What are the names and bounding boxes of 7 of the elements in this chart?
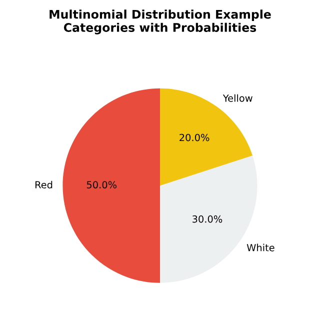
- data-label: 50.0%: [86, 181, 117, 188]
- chart-title: Multinomial Distribution Example Categories with Probabilities: [50, 10, 271, 34]
- data-label: 20.0%: [180, 134, 210, 142]
- data-label: 30.0%: [192, 215, 222, 223]
- slice-label: Red: [35, 180, 52, 188]
- slice-label: White: [246, 244, 274, 252]
- slice-label: Yellow: [222, 94, 252, 102]
